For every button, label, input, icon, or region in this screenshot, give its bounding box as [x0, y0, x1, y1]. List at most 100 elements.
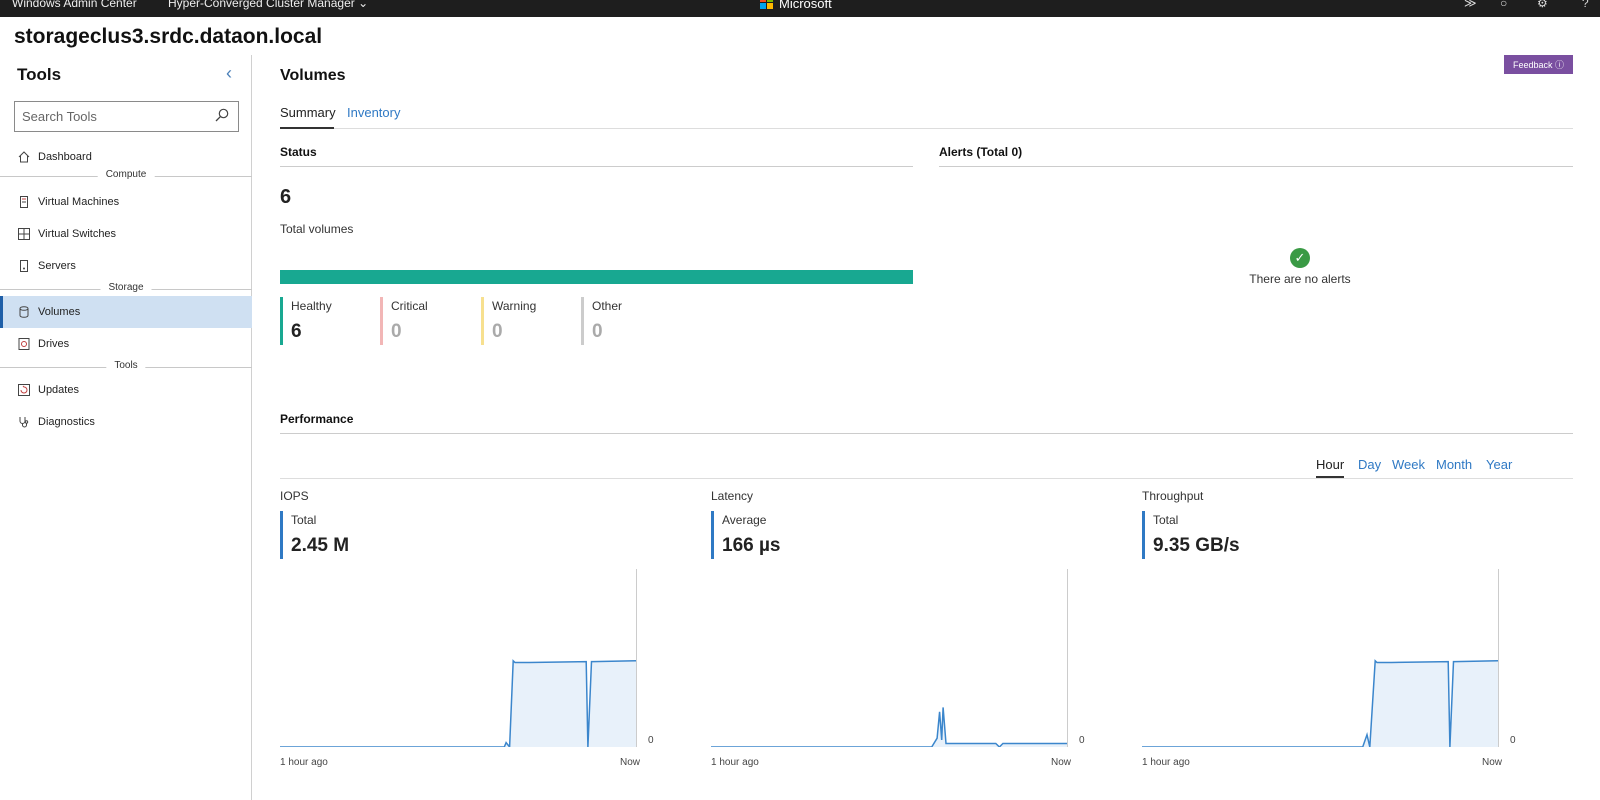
- terminal-icon[interactable]: ≫: [1464, 0, 1477, 10]
- stat-value: 0: [391, 321, 402, 342]
- metric-name: Throughput: [1142, 489, 1204, 503]
- stat-critical: Critical 0: [380, 297, 470, 345]
- x-start-label: 1 hour ago: [280, 757, 328, 768]
- health-bar-fill: [280, 270, 913, 284]
- metric-sub: Average: [722, 513, 767, 527]
- microsoft-brand: Microsoft: [760, 0, 832, 12]
- server-icon: [20, 260, 28, 272]
- metric-value: 166 µs: [722, 535, 781, 556]
- sidebar-item-diagnostics[interactable]: Diagnostics: [0, 406, 252, 438]
- update-icon: [18, 384, 30, 396]
- vm-icon: [20, 196, 28, 208]
- chevron-down-icon: ⌄: [358, 0, 369, 10]
- sidebar-item-label: Diagnostics: [38, 416, 95, 428]
- chart-area-fill: [280, 660, 636, 747]
- stat-other: Other 0: [581, 297, 671, 345]
- sidebar-item-drives[interactable]: Drives: [0, 328, 252, 360]
- feedback-button[interactable]: Feedback ⓘ: [1504, 55, 1573, 74]
- x-start-label: 1 hour ago: [711, 757, 759, 768]
- search-input[interactable]: [15, 102, 200, 131]
- metric-value: 2.45 M: [291, 535, 350, 556]
- y-zero-label: 0: [1079, 735, 1085, 746]
- no-alerts-text: There are no alerts: [1249, 272, 1351, 286]
- throughput-chart[interactable]: [1142, 569, 1507, 747]
- metric-summary: Average 166 µs: [711, 511, 781, 559]
- metric-latency: Latency Average 166 µs 0 1 hour ago Now: [711, 489, 1101, 789]
- help-icon[interactable]: ?: [1582, 0, 1589, 10]
- manager-label: Hyper-Converged Cluster Manager: [168, 0, 355, 10]
- sidebar-item-updates[interactable]: Updates: [0, 374, 252, 406]
- range-day[interactable]: Day: [1358, 457, 1382, 472]
- metric-summary: Total 2.45 M: [280, 511, 349, 559]
- range-week[interactable]: Week: [1392, 457, 1425, 472]
- group-header-storage: Storage: [0, 282, 252, 296]
- sidebar-item-label: Virtual Machines: [38, 196, 120, 208]
- metric-sub: Total: [291, 513, 317, 527]
- x-end-label: Now: [1051, 757, 1072, 768]
- sidebar-title: Tools: [17, 65, 62, 84]
- stat-value: 6: [291, 321, 302, 342]
- sidebar-item-label: Drives: [38, 338, 70, 350]
- range-hour[interactable]: Hour: [1316, 457, 1345, 478]
- stat-label: Healthy: [291, 299, 332, 313]
- chart-series-line: [711, 707, 1067, 747]
- page-title: storageclus3.srdc.dataon.local: [14, 25, 323, 48]
- app-title[interactable]: Windows Admin Center: [12, 0, 137, 10]
- stat-healthy: Healthy 6: [280, 297, 370, 345]
- group-header-compute: Compute: [0, 169, 252, 183]
- metric-summary: Total 9.35 GB/s: [1142, 511, 1240, 559]
- stat-value: 0: [592, 321, 603, 342]
- tab-summary[interactable]: Summary: [280, 105, 336, 129]
- range-year[interactable]: Year: [1486, 457, 1513, 472]
- divider: [280, 478, 1573, 479]
- chart-area-fill: [711, 707, 1067, 747]
- chart-series-line: [280, 659, 637, 747]
- sidebar-item-volumes[interactable]: Volumes: [0, 296, 252, 328]
- stat-warning: Warning 0: [481, 297, 571, 345]
- x-end-label: Now: [1482, 757, 1503, 768]
- latency-chart[interactable]: [711, 569, 1076, 747]
- y-zero-label: 0: [1510, 735, 1516, 746]
- stethoscope-icon: [19, 417, 29, 428]
- microsoft-logo-icon: [760, 0, 774, 10]
- checkmark-icon: ✓: [1290, 248, 1310, 268]
- sidebar-item-label: Dashboard: [38, 151, 92, 163]
- tab-inventory[interactable]: Inventory: [347, 105, 401, 120]
- iops-chart[interactable]: [280, 569, 645, 747]
- bell-icon[interactable]: ○: [1500, 0, 1508, 10]
- performance-heading: Performance: [280, 412, 1573, 434]
- chart-series-line: [1142, 659, 1499, 747]
- search-icon[interactable]: [215, 108, 229, 122]
- sidebar-item-virtual-machines[interactable]: Virtual Machines: [0, 186, 252, 218]
- sidebar-item-virtual-switches[interactable]: Virtual Switches: [0, 218, 252, 250]
- switch-icon: [18, 228, 30, 240]
- volumes-title: Volumes: [280, 67, 346, 84]
- search-box: [14, 101, 239, 132]
- y-zero-label: 0: [648, 735, 654, 746]
- group-label: Storage: [100, 282, 152, 293]
- sidebar-item-servers[interactable]: Servers: [0, 250, 252, 282]
- tab-bar: Summary Inventory: [280, 105, 1573, 129]
- metric-throughput: Throughput Total 9.35 GB/s 0 1 hour ago N…: [1142, 489, 1532, 789]
- sidebar-item-label: Virtual Switches: [38, 228, 117, 240]
- health-bar: [280, 270, 913, 284]
- total-volumes-label: Total volumes: [280, 222, 354, 236]
- brand-label: Microsoft: [779, 0, 832, 11]
- drive-icon: [18, 338, 30, 350]
- sidebar-item-label: Volumes: [38, 306, 81, 318]
- collapse-sidebar-icon[interactable]: ‹: [226, 63, 232, 83]
- metric-sub: Total: [1153, 513, 1179, 527]
- metric-name: Latency: [711, 489, 754, 503]
- sidebar-item-dashboard[interactable]: Dashboard: [0, 141, 252, 173]
- metric-value: 9.35 GB/s: [1153, 535, 1240, 556]
- info-icon: ⓘ: [1555, 60, 1565, 70]
- manager-switcher[interactable]: Hyper-Converged Cluster Manager ⌄: [168, 0, 368, 10]
- stat-label: Critical: [391, 299, 428, 313]
- sidebar-item-label: Updates: [38, 384, 79, 396]
- gear-icon[interactable]: ⚙: [1537, 0, 1548, 10]
- group-header-tools: Tools: [0, 360, 252, 374]
- range-month[interactable]: Month: [1436, 457, 1473, 472]
- sidebar-item-label: Servers: [38, 260, 76, 272]
- sidebar: Tools ‹ Dashboard Compute Virtual Machin…: [0, 55, 252, 800]
- status-heading: Status: [280, 145, 913, 167]
